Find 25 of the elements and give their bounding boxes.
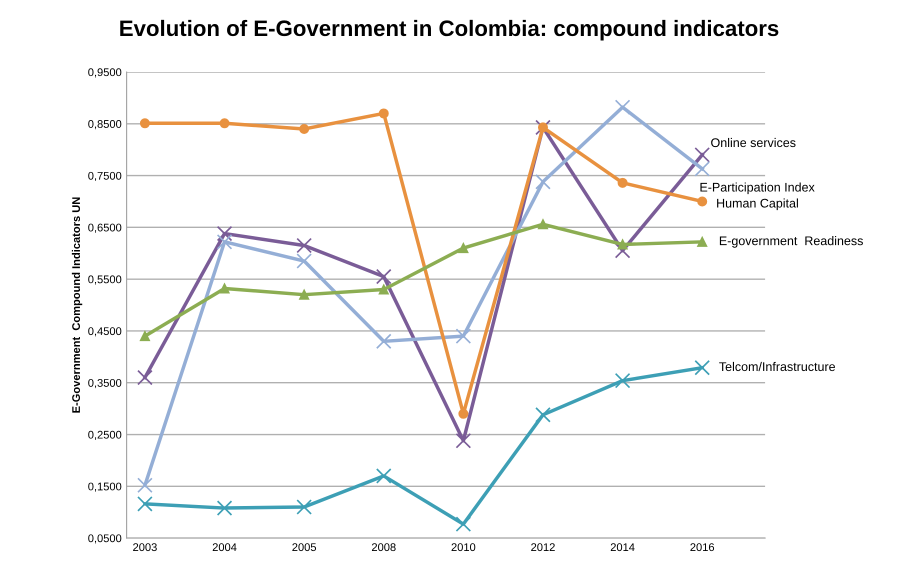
series-label: E-Participation Index [700, 182, 815, 194]
y-tick-label: 0,6500 [88, 224, 122, 233]
y-tick-label: 0,7500 [88, 172, 122, 182]
series-label: E-government Readiness [720, 236, 863, 248]
y-tick-label: 0,2500 [88, 430, 122, 440]
y-tick-label: 0,4500 [88, 327, 122, 336]
series-label: Human Capital [717, 198, 798, 210]
series-label: Telcom/Infrastructure [719, 362, 836, 372]
x-tick-label: 2010 [452, 543, 476, 552]
y-tick-label: 0,0500 [88, 534, 122, 544]
x-tick-label: 2016 [690, 543, 714, 552]
x-tick-label: 2005 [292, 543, 316, 552]
y-tick-label: 0,9500 [88, 68, 122, 78]
x-tick-label: 2012 [531, 543, 555, 552]
y-tick-label: 0,5500 [88, 275, 122, 285]
y-tick-label: 0,8500 [88, 120, 122, 130]
y-tick-label: 0,1500 [88, 482, 122, 492]
x-tick-label: 2008 [372, 543, 396, 552]
y-axis-title: E-Government Compound Indicators UN [72, 197, 82, 413]
x-tick-label: 2004 [212, 543, 237, 552]
chart-title: Evolution of E-Government in Colombia: compound indicators [120, 20, 778, 41]
x-tick-label: 2014 [610, 543, 635, 552]
x-tick-label: 2003 [133, 543, 157, 552]
y-tick-label: 0,3500 [88, 378, 122, 388]
series-label: Online services [711, 138, 796, 148]
